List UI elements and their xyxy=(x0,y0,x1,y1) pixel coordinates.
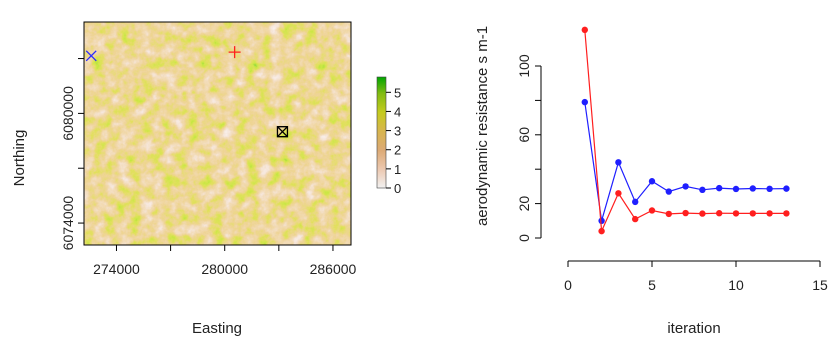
map-y-tick-label: 6074000 xyxy=(60,196,76,251)
series-2-line xyxy=(584,29,787,232)
series-2-point xyxy=(699,210,706,217)
series-2-point xyxy=(632,215,639,223)
series-2-point xyxy=(682,209,689,217)
line-chart-series xyxy=(581,26,790,235)
series-1-line xyxy=(584,102,787,221)
x-tick-label: 5 xyxy=(648,277,656,293)
map-plot-frame xyxy=(83,21,352,246)
y-tick-label: 60 xyxy=(516,127,532,143)
line-chart-y-axis-title: aerodynamic resistance s m-1 xyxy=(474,26,491,226)
series-1-point xyxy=(632,198,639,206)
legend-tick-label: 0 xyxy=(394,181,401,196)
map-y-tick-label: 6080000 xyxy=(60,86,76,141)
x-tick-label: 15 xyxy=(812,277,828,293)
x-marker xyxy=(85,50,97,62)
map-y-axis-title: Northing xyxy=(11,130,28,187)
series-1-point xyxy=(665,188,672,195)
map-markers xyxy=(85,46,289,138)
legend-tick-label: 1 xyxy=(394,162,401,177)
legend-tick-label: 4 xyxy=(394,104,401,119)
y-tick-label: 0 xyxy=(516,234,532,242)
legend-tick-label: 3 xyxy=(394,124,401,139)
series-2-point xyxy=(615,190,622,197)
series-2-point xyxy=(648,207,656,214)
series-2-point xyxy=(716,210,723,217)
series-2-point xyxy=(732,210,740,217)
series-1-point xyxy=(598,217,605,224)
series-2-point xyxy=(749,210,756,217)
series-2-point xyxy=(598,227,605,235)
series-2-point xyxy=(581,26,588,34)
legend-tick-label: 2 xyxy=(394,143,401,158)
series-2-point xyxy=(783,210,790,217)
series-1-point xyxy=(682,183,689,190)
map-x-axis-title: Easting xyxy=(192,320,242,337)
line-chart-panel: 0 5 10 15 0 20 60 100 iteration aerodynamic re… xyxy=(474,26,828,337)
series-1-point xyxy=(716,184,723,192)
series-1-point xyxy=(615,159,622,166)
legend-tick-label: 5 xyxy=(394,85,401,100)
line-chart-x-axis-title: iteration xyxy=(667,320,720,337)
map-x-tick-label: 280000 xyxy=(201,261,248,277)
map-x-tick-label: 274000 xyxy=(93,261,140,277)
plus-marker xyxy=(228,46,241,59)
y-tick-label: 100 xyxy=(516,54,532,78)
series-1-point xyxy=(648,178,656,185)
legend-color-bar xyxy=(376,76,387,189)
legend-ticks: 0 1 2 3 4 5 xyxy=(386,85,401,196)
map-panel: 274000 280000 286000 6074000 6080000 Eastin… xyxy=(11,21,357,337)
map-y-axis: 6074000 6080000 xyxy=(60,58,84,251)
line-chart-y-axis: 0 20 60 100 xyxy=(516,54,542,242)
series-1-point xyxy=(581,98,588,106)
series-1-point xyxy=(699,186,706,194)
series-2-point xyxy=(665,210,672,218)
boxed-x-marker xyxy=(276,126,289,138)
line-chart-x-axis: 0 5 10 15 xyxy=(564,260,828,293)
x-tick-label: 0 xyxy=(564,277,572,293)
series-1-point xyxy=(783,185,790,192)
series-2-point xyxy=(766,210,773,217)
x-tick-label: 10 xyxy=(728,277,744,293)
series-1-point xyxy=(732,185,740,193)
color-legend: 0 1 2 3 4 5 xyxy=(376,76,401,196)
map-x-axis: 274000 280000 286000 xyxy=(93,245,357,277)
raster-image xyxy=(84,22,351,245)
series-1-point xyxy=(749,185,756,192)
map-x-tick-label: 286000 xyxy=(310,261,357,277)
y-tick-label: 20 xyxy=(516,196,532,212)
series-1-point xyxy=(766,185,773,193)
